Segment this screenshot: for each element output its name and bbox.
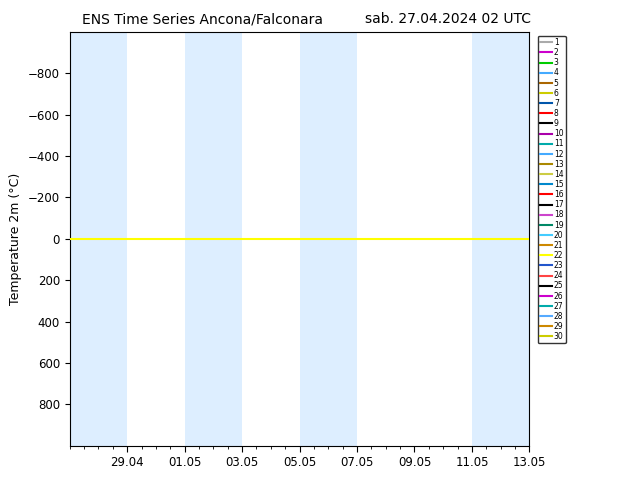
Y-axis label: Temperature 2m (°C): Temperature 2m (°C) — [10, 173, 22, 305]
Bar — [299, 32, 357, 446]
Text: sab. 27.04.2024 02 UTC: sab. 27.04.2024 02 UTC — [365, 12, 531, 26]
Bar — [184, 32, 242, 446]
Legend: 1, 2, 3, 4, 5, 6, 7, 8, 9, 10, 11, 12, 13, 14, 15, 16, 17, 18, 19, 20, 21, 22, 2: 1, 2, 3, 4, 5, 6, 7, 8, 9, 10, 11, 12, 1… — [538, 36, 566, 343]
Text: ENS Time Series Ancona/Falconara: ENS Time Series Ancona/Falconara — [82, 12, 323, 26]
Bar — [70, 32, 127, 446]
Bar — [472, 32, 529, 446]
